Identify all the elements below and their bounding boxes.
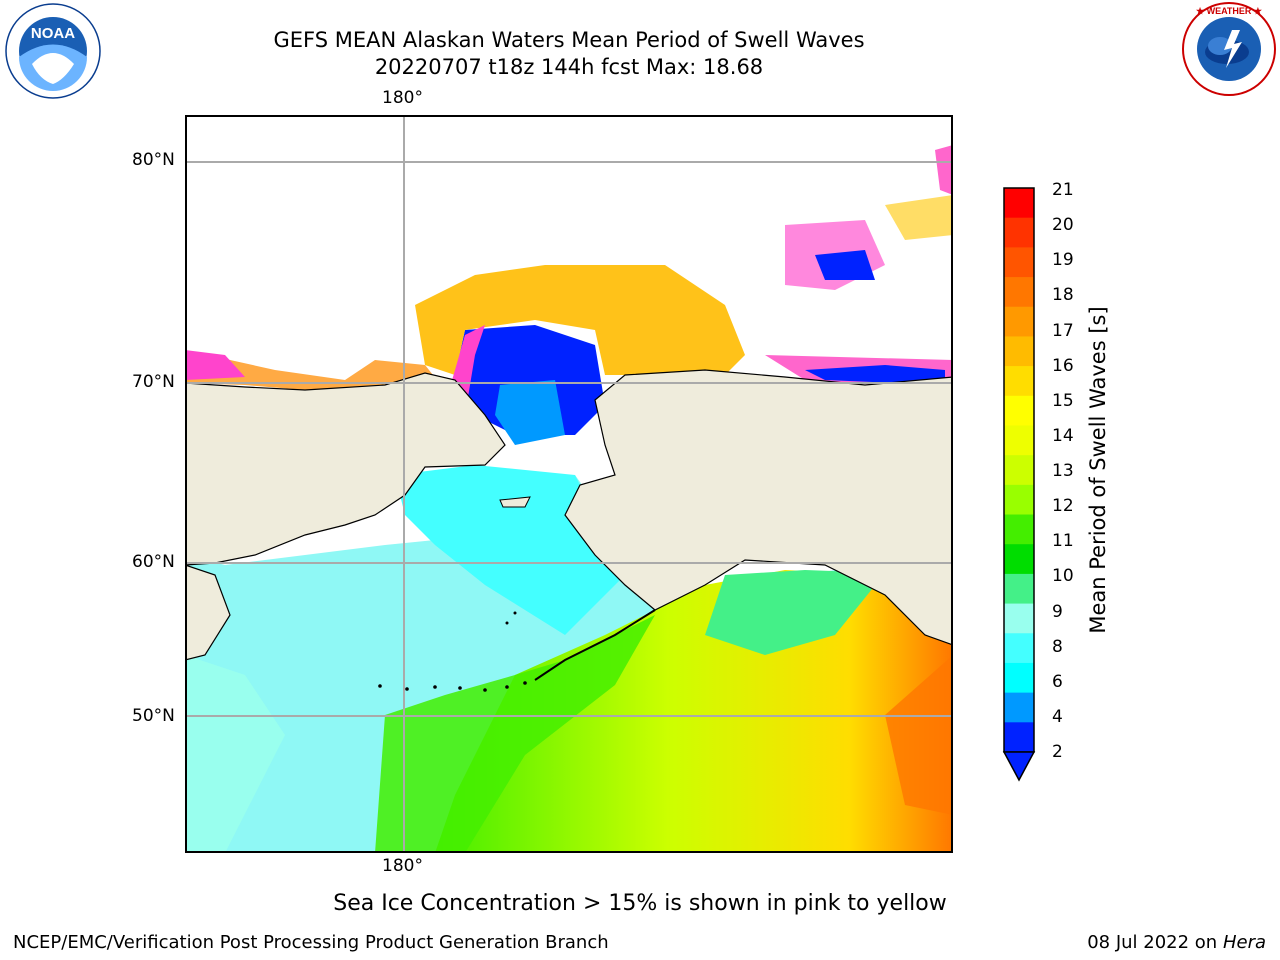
- colorbar-tick-label: 13: [1052, 461, 1074, 481]
- chart-title: GEFS MEAN Alaskan Waters Mean Period of …: [273, 28, 865, 52]
- nws-logo: ★ WEATHER ★: [1182, 2, 1276, 96]
- colorbar-segment: [1004, 455, 1034, 486]
- colorbar-tick-label: 9: [1052, 601, 1063, 622]
- colorbar-segment: [1004, 603, 1034, 634]
- footer-date: 08 Jul 2022 on Hera: [1087, 932, 1266, 953]
- colorbar-segment: [1004, 514, 1034, 545]
- colorbar-segment: [1004, 395, 1034, 426]
- colorbar-tick-label: 14: [1052, 425, 1074, 446]
- colorbar-segment: [1004, 366, 1034, 397]
- colorbar-tick-label: 11: [1052, 531, 1074, 552]
- noaa-logo: NOAA: [5, 3, 101, 99]
- colorbar-tick-label: 6: [1052, 671, 1063, 692]
- map-plot: [185, 115, 953, 853]
- footer-host: Hera: [1222, 932, 1266, 953]
- colorbar-segment: [1004, 277, 1034, 308]
- sea-ice-note: Sea Ice Concentration > 15% is shown in …: [333, 891, 947, 916]
- lat-label-50: 50°N: [132, 706, 175, 726]
- colorbar-tick-label: 20: [1052, 215, 1074, 236]
- chukchi-short-swell: [455, 325, 605, 435]
- colorbar-label: Mean Period of Swell Waves [s]: [1086, 306, 1110, 634]
- chart-subtitle: 20220707 t18z 144h fcst Max: 18.68: [374, 55, 764, 79]
- colorbar-segment: [1004, 306, 1034, 337]
- lon-label-bottom: 180°: [382, 856, 423, 876]
- colorbar-tick-label: 15: [1052, 390, 1074, 411]
- colorbar-segment: [1004, 484, 1034, 516]
- colorbar-tick-label: 2: [1052, 742, 1063, 762]
- svg-text:★ WEATHER ★: ★ WEATHER ★: [1196, 6, 1263, 16]
- colorbar: [1002, 187, 1036, 782]
- colorbar-segment: [1004, 633, 1034, 664]
- colorbar-segment: [1004, 573, 1034, 605]
- colorbar-segment: [1004, 544, 1034, 575]
- land-siberia: [185, 372, 506, 566]
- colorbar-segment: [1004, 425, 1034, 456]
- footer-date-text: 08 Jul 2022 on: [1087, 932, 1223, 953]
- colorbar-segment: [1004, 247, 1034, 278]
- pacific-swell-region: [435, 570, 953, 853]
- graticule: [185, 115, 953, 853]
- lon-label-top: 180°: [382, 88, 423, 108]
- colorbar-tick-label: 8: [1052, 636, 1063, 657]
- colorbar-extend-arrow: [1002, 751, 1036, 782]
- colorbar-tick-label: 19: [1052, 250, 1074, 271]
- colorbar-tick-label: 12: [1052, 496, 1074, 517]
- colorbar-segment: [1004, 722, 1034, 753]
- colorbar-segment: [1004, 188, 1034, 219]
- lat-label-70: 70°N: [132, 372, 175, 392]
- colorbar-segment: [1004, 662, 1034, 694]
- colorbar-tick-label: 4: [1052, 706, 1063, 727]
- colorbar-segment: [1004, 692, 1034, 723]
- colorbar-segment: [1004, 217, 1034, 248]
- footer-credit: NCEP/EMC/Verification Post Processing Pr…: [13, 932, 609, 953]
- map-frame: [185, 115, 953, 853]
- colorbar-tick-label: 16: [1052, 355, 1074, 376]
- noaa-logo-text: NOAA: [31, 25, 75, 42]
- sea-ice-region: [415, 265, 745, 375]
- lat-label-60: 60°N: [132, 552, 175, 572]
- colorbar-segment: [1004, 336, 1034, 367]
- colorbar-tick-label: 10: [1052, 566, 1074, 587]
- lat-label-80: 80°N: [132, 150, 175, 170]
- colorbar-tick-label: 21: [1052, 180, 1074, 200]
- colorbar-tick-label: 18: [1052, 285, 1074, 306]
- colorbar-tick-label: 17: [1052, 320, 1074, 341]
